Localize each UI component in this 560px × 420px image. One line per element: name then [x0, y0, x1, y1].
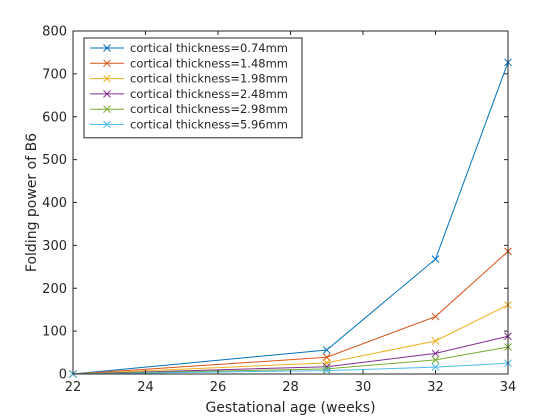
x-tick-label: 32 — [427, 380, 444, 395]
series-line — [72, 346, 509, 375]
legend-label: cortical thickness=2.98mm — [130, 102, 288, 116]
legend-swatch-marker — [103, 59, 111, 68]
data-point-marker — [431, 337, 440, 345]
x-tick-label: 30 — [355, 380, 372, 395]
data-point-marker — [322, 365, 331, 373]
data-point-marker — [431, 355, 440, 364]
series-3 — [69, 301, 512, 378]
y-tick-label: 600 — [42, 110, 67, 125]
legend-entry: cortical thickness=1.98mm — [90, 72, 288, 86]
y-tick-label: 200 — [42, 282, 67, 297]
series-line — [72, 362, 509, 375]
x-tick-label: 24 — [137, 380, 154, 395]
legend-box — [83, 37, 303, 139]
y-axis-label: Folding power of B6 — [24, 133, 40, 272]
series-6 — [69, 359, 512, 378]
legend-label: cortical thickness=2.48mm — [130, 87, 288, 101]
legend-swatch-marker — [103, 90, 111, 98]
x-tick-label: 28 — [282, 380, 299, 395]
legend-entry: cortical thickness=2.48mm — [90, 87, 288, 101]
legend-swatch-marker — [103, 74, 111, 83]
axes-layer: 22 24 26 28 30 32 34 0 100 200 300 400 500 600 700 800 — [42, 25, 516, 396]
y-tick-label: 300 — [42, 239, 67, 254]
x-axis-label: Gestational age (weeks) — [205, 400, 375, 416]
plot-layer — [69, 58, 512, 378]
series-line — [72, 62, 509, 375]
legend-label: cortical thickness=1.98mm — [130, 72, 288, 86]
data-point-marker — [431, 312, 440, 321]
y-tick-label: 0 — [59, 368, 67, 383]
data-point-marker — [431, 349, 440, 358]
legend-swatch-marker — [103, 44, 111, 52]
series-line — [72, 251, 509, 375]
series-line — [72, 304, 509, 375]
x-tick-label: 34 — [500, 380, 517, 395]
y-tick-label: 700 — [42, 67, 67, 82]
legend-swatch-marker — [103, 120, 111, 129]
data-point-marker — [431, 363, 440, 371]
y-tick-label: 100 — [42, 325, 67, 340]
y-tick-label: 500 — [42, 153, 67, 168]
x-tick-label: 26 — [210, 380, 227, 395]
legend-label: cortical thickness=5.96mm — [130, 118, 288, 132]
series-line — [72, 335, 509, 375]
legend-label: cortical thickness=1.48mm — [130, 56, 288, 70]
y-tick-label: 800 — [42, 25, 67, 40]
legend-entry: cortical thickness=5.96mm — [90, 118, 288, 132]
legend-swatch-marker — [103, 105, 111, 114]
data-point-marker — [431, 255, 440, 263]
data-point-marker — [322, 366, 331, 375]
legend-entry: cortical thickness=0.74mm — [90, 41, 288, 55]
legend-entry: cortical thickness=2.98mm — [90, 102, 288, 116]
x-tick-label: 22 — [65, 380, 82, 395]
legend-label: cortical thickness=0.74mm — [130, 41, 288, 55]
data-point-marker — [322, 346, 331, 354]
data-point-marker — [322, 353, 331, 362]
legend-entry: cortical thickness=1.48mm — [90, 56, 288, 70]
data-point-marker — [322, 358, 331, 367]
y-tick-label: 400 — [42, 196, 67, 211]
